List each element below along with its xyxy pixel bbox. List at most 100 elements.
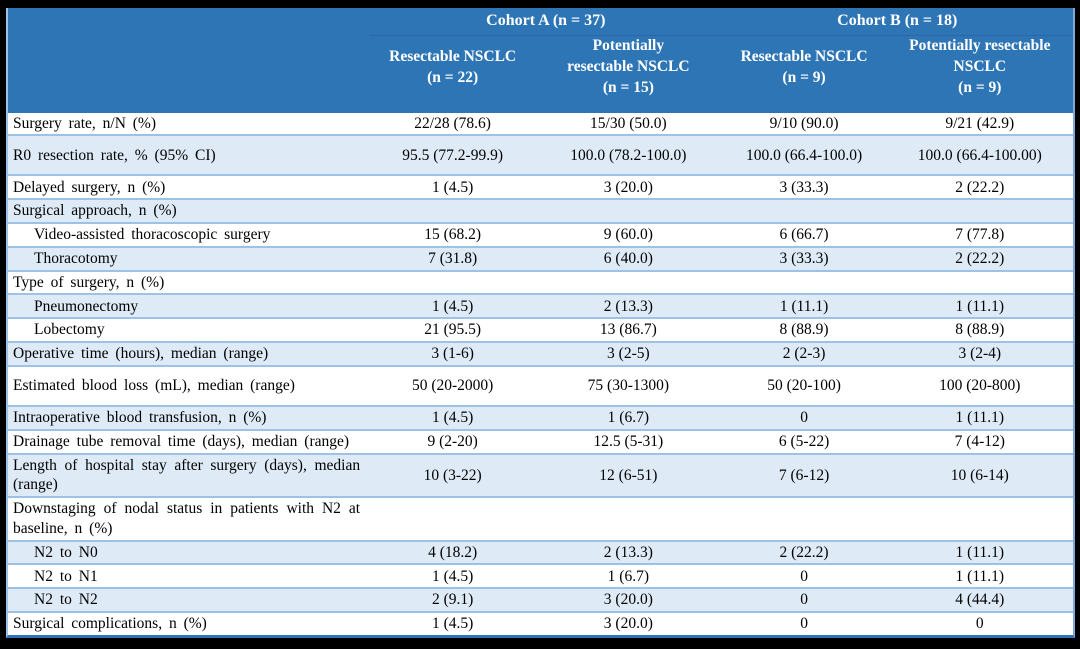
value-cell: 1 (11.1) <box>886 563 1073 589</box>
value-cell: 3 (20.0) <box>535 587 722 612</box>
value-cell: 1 (4.5) <box>370 293 536 319</box>
value-cell: 9/21 (42.9) <box>886 109 1073 136</box>
value-cell: 9/10 (90.0) <box>721 109 887 136</box>
value-cell: 3 (2-5) <box>535 341 722 366</box>
value-cell <box>370 198 536 224</box>
value-cell: 10 (6-14) <box>886 452 1073 498</box>
value-cell: 2 (13.3) <box>535 293 722 319</box>
table-row: N2 to N2 2 (9.1) 3 (20.0) 0 4 (44.4) <box>8 587 1073 612</box>
value-cell: 4 (44.4) <box>886 587 1073 612</box>
value-cell: 0 <box>721 563 887 589</box>
value-cell: 100.0 (66.4-100.0) <box>721 134 887 176</box>
row-label: Estimated blood loss (mL), median (range… <box>8 364 371 406</box>
table-row: Intraoperative blood transfusion, n (%) 1… <box>8 404 1073 430</box>
cohort-a-header: Cohort A (n = 37) <box>370 8 722 36</box>
value-cell <box>370 496 536 541</box>
table-body: Surgery rate, n/N (%) 22/28 (78.6) 15/30 (… <box>8 109 1073 635</box>
value-cell: 2 (9.1) <box>370 587 536 612</box>
value-cell <box>721 269 887 295</box>
table-row: Type of surgery, n (%) <box>8 269 1073 295</box>
value-cell: 3 (20.0) <box>535 610 722 635</box>
row-label: Length of hospital stay after surgery (d… <box>8 452 371 498</box>
value-cell: 3 (33.3) <box>721 245 887 271</box>
value-cell: 6 (5-22) <box>721 428 887 454</box>
value-cell: 15/30 (50.0) <box>535 109 722 136</box>
value-cell: 9 (2-20) <box>370 428 536 454</box>
value-cell <box>535 496 722 541</box>
value-cell: 3 (1-6) <box>370 341 536 366</box>
value-cell: 8 (88.9) <box>721 317 887 342</box>
column-header-potentially-resectable-b: Potentially resectable NSCLC (n = 9) <box>886 35 1073 111</box>
table-row: N2 to N0 4 (18.2) 2 (13.3) 2 (22.2) 1 (11.1) <box>8 539 1073 565</box>
value-cell <box>535 269 722 295</box>
column-header-resectable-a: Resectable NSCLC (n = 22) <box>370 35 536 111</box>
value-cell <box>370 269 536 295</box>
value-cell: 1 (11.1) <box>721 293 887 319</box>
table-header: Cohort A (n = 37) Cohort B (n = 18) Rese… <box>8 8 1073 111</box>
row-label: Intraoperative blood transfusion, n (%) <box>8 404 371 430</box>
value-cell: 0 <box>721 587 887 612</box>
value-cell: 1 (6.7) <box>535 563 722 589</box>
value-cell: 1 (6.7) <box>535 404 722 430</box>
table-row: Surgical approach, n (%) <box>8 198 1073 224</box>
table-row: Pneumonectomy 1 (4.5) 2 (13.3) 1 (11.1) 1 (1… <box>8 293 1073 319</box>
value-cell: 7 (4-12) <box>886 428 1073 454</box>
row-label: Operative time (hours), median (range) <box>8 341 371 366</box>
table-row: N2 to N1 1 (4.5) 1 (6.7) 0 1 (11.1) <box>8 563 1073 589</box>
value-cell: 0 <box>886 610 1073 635</box>
value-cell: 1 (4.5) <box>370 563 536 589</box>
row-label: Downstaging of nodal status in patients … <box>8 496 371 541</box>
table-row: Thoracotomy 7 (31.8) 6 (40.0) 3 (33.3) 2 (22… <box>8 245 1073 271</box>
value-cell <box>886 269 1073 295</box>
row-label: Video-assisted thoracoscopic surgery <box>8 222 371 247</box>
cohort-b-header: Cohort B (n = 18) <box>721 8 1073 36</box>
value-cell: 21 (95.5) <box>370 317 536 342</box>
table-row: Drainage tube removal time (days), media… <box>8 428 1073 454</box>
value-cell: 7 (77.8) <box>886 222 1073 247</box>
value-cell: 7 (6-12) <box>721 452 887 498</box>
value-cell: 1 (11.1) <box>886 404 1073 430</box>
value-cell: 8 (88.9) <box>886 317 1073 342</box>
value-cell: 10 (3-22) <box>370 452 536 498</box>
row-label: Surgical complications, n (%) <box>8 610 371 635</box>
row-label: Type of surgery, n (%) <box>8 269 371 295</box>
value-cell: 15 (68.2) <box>370 222 536 247</box>
row-label: N2 to N1 <box>8 563 371 589</box>
value-cell: 2 (22.2) <box>721 539 887 565</box>
row-label: Delayed surgery, n (%) <box>8 174 371 200</box>
value-cell: 1 (11.1) <box>886 293 1073 319</box>
value-cell <box>886 496 1073 541</box>
value-cell: 2 (13.3) <box>535 539 722 565</box>
value-cell: 0 <box>721 610 887 635</box>
value-cell: 6 (40.0) <box>535 245 722 271</box>
row-label: Thoracotomy <box>8 245 371 271</box>
value-cell: 50 (20-100) <box>721 364 887 406</box>
value-cell: 3 (2-4) <box>886 341 1073 366</box>
value-cell: 2 (22.2) <box>886 245 1073 271</box>
row-label: Drainage tube removal time (days), media… <box>8 428 371 454</box>
row-label: N2 to N2 <box>8 587 371 612</box>
value-cell <box>721 198 887 224</box>
value-cell: 2 (22.2) <box>886 174 1073 200</box>
value-cell: 1 (4.5) <box>370 610 536 635</box>
value-cell: 6 (66.7) <box>721 222 887 247</box>
row-label: R0 resection rate, % (95% CI) <box>8 134 371 176</box>
value-cell: 75 (30-1300) <box>535 364 722 406</box>
table-row: Surgery rate, n/N (%) 22/28 (78.6) 15/30 (… <box>8 109 1073 136</box>
table-row: Downstaging of nodal status in patients … <box>8 496 1073 541</box>
row-label: N2 to N0 <box>8 539 371 565</box>
corner-cell <box>8 8 371 111</box>
value-cell <box>886 198 1073 224</box>
row-label: Lobectomy <box>8 317 371 342</box>
value-cell: 1 (4.5) <box>370 174 536 200</box>
cohort-header-row: Cohort A (n = 37) Cohort B (n = 18) <box>8 8 1073 111</box>
value-cell: 3 (20.0) <box>535 174 722 200</box>
value-cell: 2 (2-3) <box>721 341 887 366</box>
table-row: R0 resection rate, % (95% CI) 95.5 (77.2-… <box>8 134 1073 176</box>
table-row: Surgical complications, n (%) 1 (4.5) 3 (2… <box>8 610 1073 635</box>
table-frame: Cohort A (n = 37) Cohort B (n = 18) Rese… <box>6 8 1075 638</box>
value-cell: 12.5 (5-31) <box>535 428 722 454</box>
value-cell: 1 (11.1) <box>886 539 1073 565</box>
surgery-outcomes-table: Cohort A (n = 37) Cohort B (n = 18) Rese… <box>8 8 1073 635</box>
column-header-resectable-b: Resectable NSCLC (n = 9) <box>721 35 887 111</box>
